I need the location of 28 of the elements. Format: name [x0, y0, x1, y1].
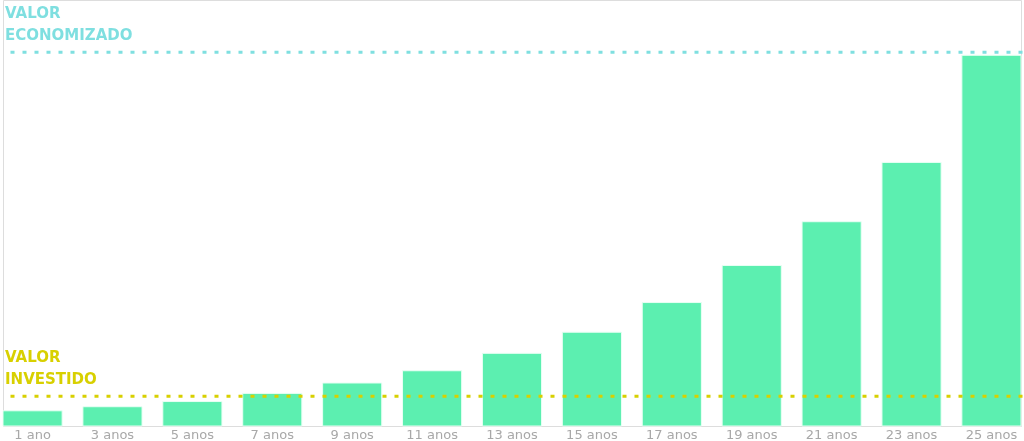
bar	[641, 302, 702, 427]
bar	[961, 54, 1022, 427]
ref-line-label: VALOR ECONOMIZADO	[5, 4, 133, 45]
x-tick-label: 5 anos	[170, 426, 215, 441]
bar	[881, 161, 942, 427]
bar	[82, 406, 143, 427]
x-tick-label: 25 anos	[965, 426, 1018, 441]
bar	[801, 221, 862, 427]
x-tick-label: 13 anos	[486, 426, 539, 441]
x-tick-label: 11 anos	[406, 426, 459, 441]
x-tick-label: 3 anos	[90, 426, 135, 441]
x-tick-label: 21 anos	[805, 426, 858, 441]
x-tick-label: 19 anos	[725, 426, 778, 441]
bar	[242, 392, 303, 427]
x-tick-label: 23 anos	[885, 426, 938, 441]
ref-line-label: VALOR INVESTIDO	[5, 348, 97, 389]
bar	[561, 331, 622, 427]
x-tick-label: 1 ano	[14, 426, 51, 441]
x-tick-label: 7 anos	[250, 426, 295, 441]
bar	[162, 401, 223, 427]
x-tick-label: 9 anos	[330, 426, 375, 441]
bar	[402, 370, 463, 427]
x-tick-label: 15 anos	[566, 426, 618, 441]
bar	[481, 352, 543, 427]
x-tick-label: 17 anos	[646, 426, 698, 441]
bar	[721, 264, 782, 427]
bar	[2, 410, 63, 427]
bar	[322, 382, 383, 427]
